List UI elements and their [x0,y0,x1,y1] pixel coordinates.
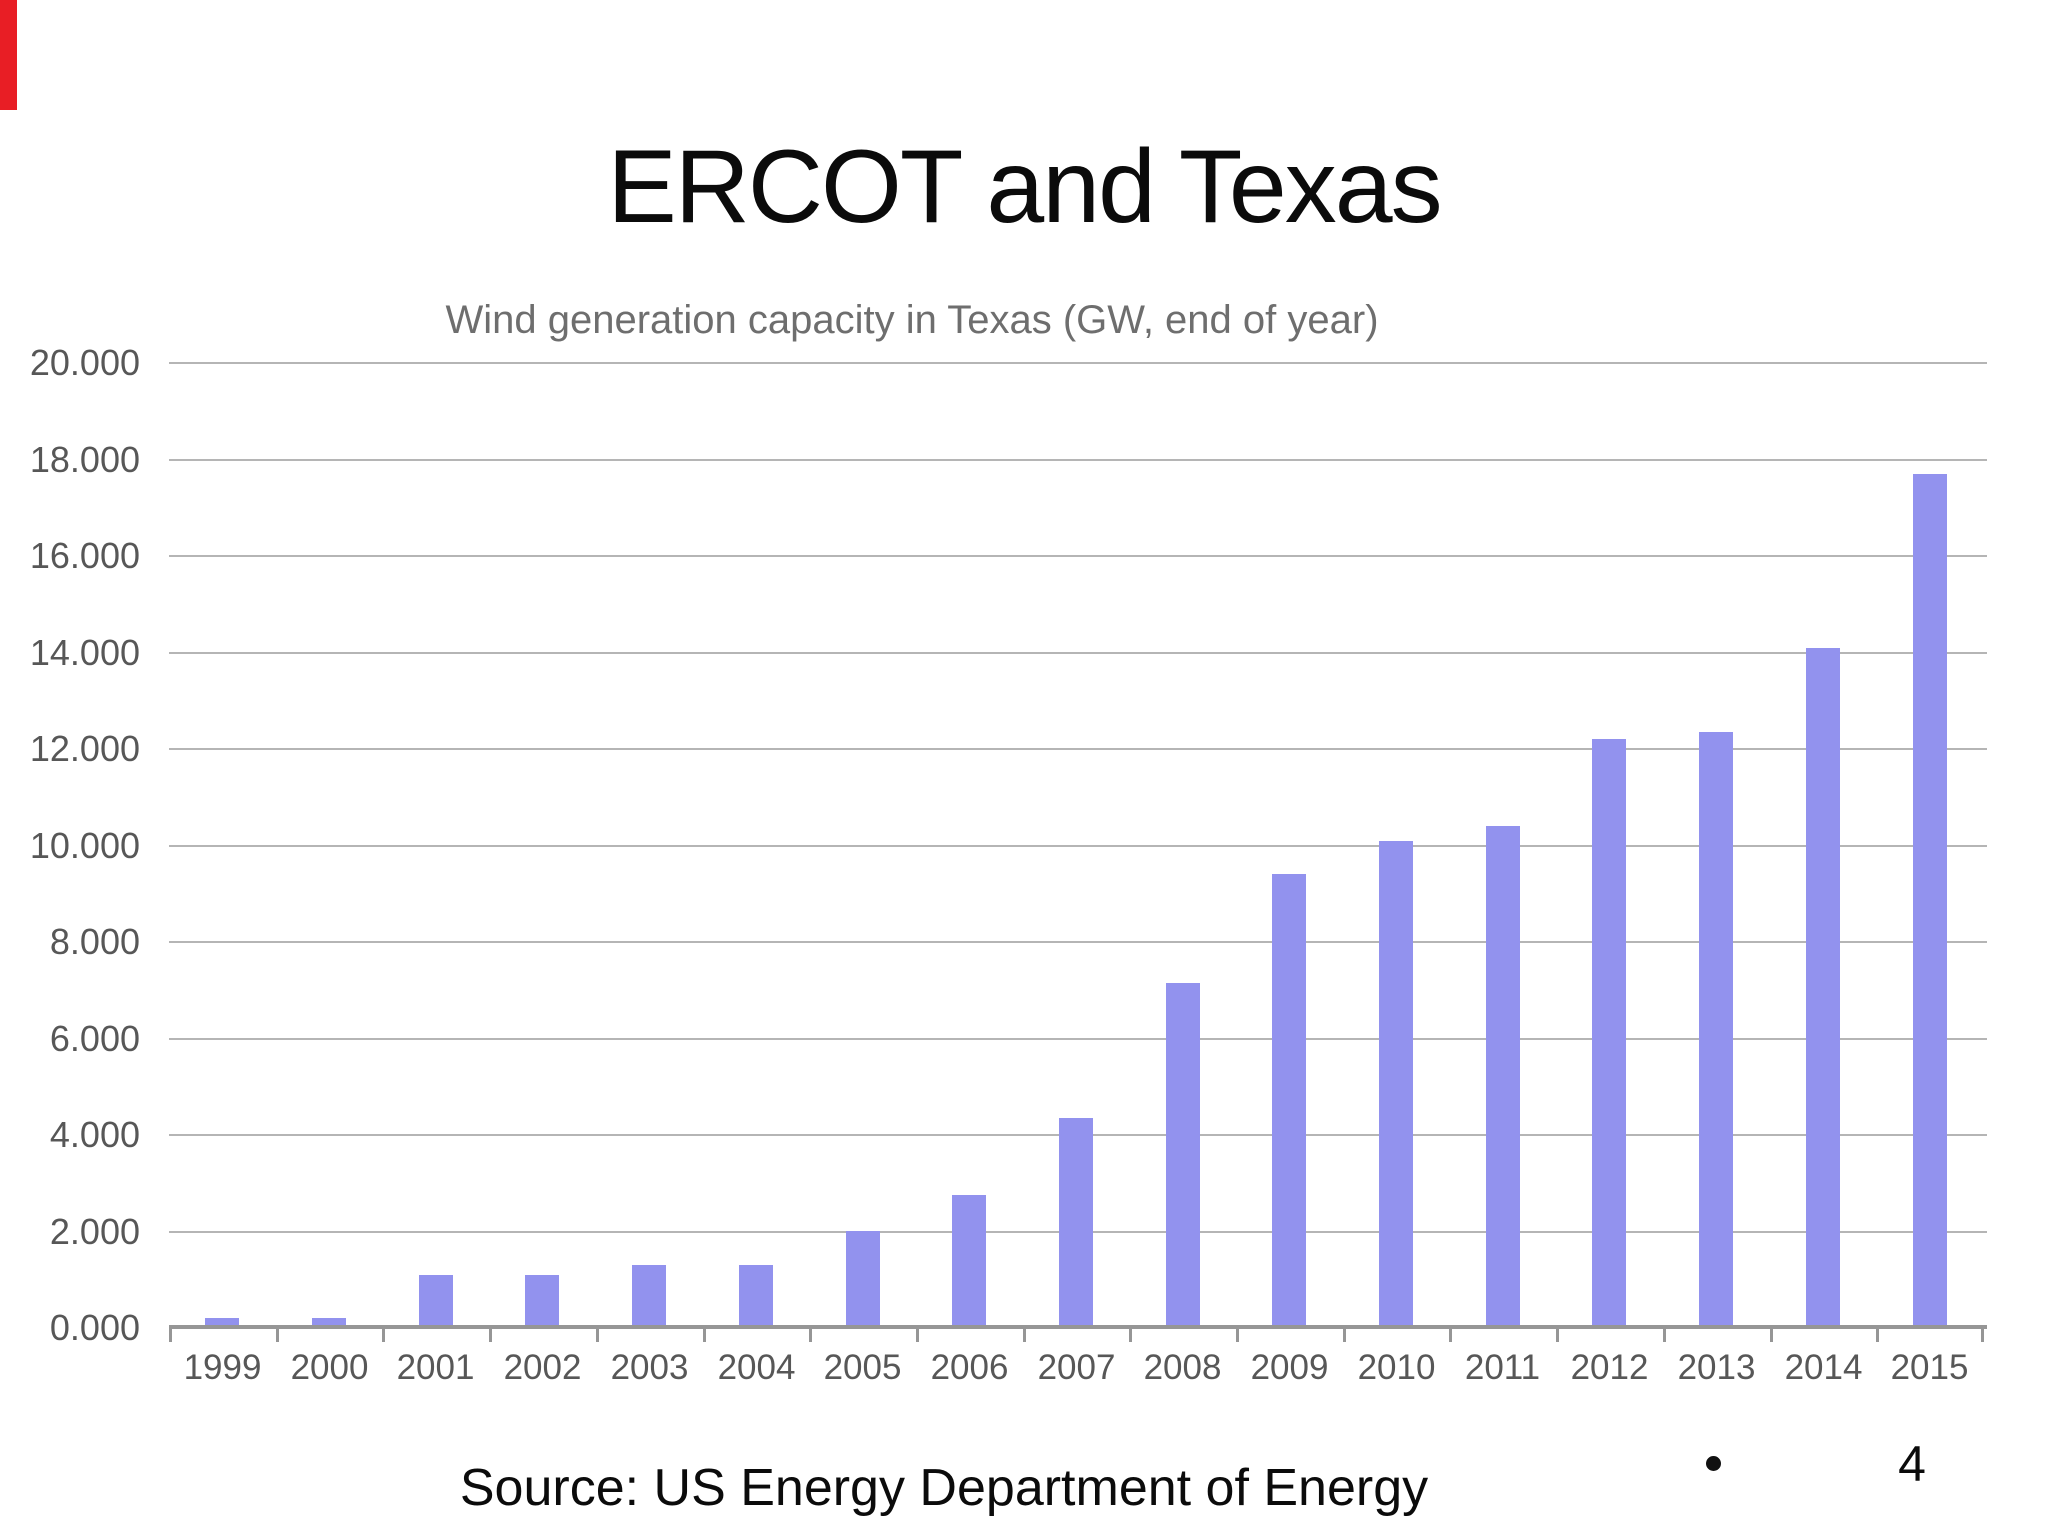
axis-tick [169,1328,172,1342]
y-axis-label: 2.000 [49,1211,140,1252]
bar-2006 [952,1195,986,1328]
source-text: Source: US Energy Department of Energy [459,1459,1429,1517]
red-marker [0,0,17,110]
y-axis-label: 20.000 [29,342,140,383]
bar-2002 [525,1275,559,1328]
bar-2004 [739,1265,773,1328]
gridline [169,652,1987,654]
bar-2003 [632,1265,666,1328]
x-axis-label: 2000 [290,1348,369,1387]
axis-tick [1770,1328,1773,1342]
x-axis-label: 2006 [930,1348,1009,1387]
bar-2012 [1592,739,1626,1328]
x-axis-label: 2007 [1037,1348,1116,1387]
slide-title: ERCOT and Texas [607,129,1442,245]
axis-tick [276,1328,279,1342]
gridline [169,845,1987,847]
axis-tick [916,1328,919,1342]
x-axis-line [169,1325,1987,1329]
x-axis-label: 2011 [1464,1348,1541,1387]
axis-tick [1023,1328,1026,1342]
y-axis-label: 10.000 [29,825,140,866]
bar-2000 [312,1318,346,1328]
gridline [169,555,1987,557]
axis-tick [1129,1328,1132,1342]
x-axis-label: 2009 [1250,1348,1329,1387]
x-axis-label: 2014 [1784,1348,1863,1387]
axis-tick [1236,1328,1239,1342]
y-axis-label: 0.000 [49,1307,140,1348]
gridline [169,1038,1987,1040]
y-axis-label: 4.000 [49,1114,140,1155]
bar-2001 [419,1275,453,1328]
y-axis-label: 8.000 [49,921,140,962]
x-axis-label: 2005 [823,1348,902,1387]
bar-2010 [1379,841,1413,1328]
bar-2009 [1272,874,1306,1328]
y-axis-label: 12.000 [29,728,140,769]
bar-2013 [1699,732,1733,1328]
x-axis-label: 2002 [503,1348,582,1387]
x-axis-label: 2013 [1677,1348,1756,1387]
axis-tick [809,1328,812,1342]
page-number: 4 [1898,1436,1926,1492]
gridline [169,362,1987,364]
bar-2007 [1059,1118,1093,1328]
axis-tick [489,1328,492,1342]
x-axis-label: 2008 [1143,1348,1222,1387]
x-axis-label: 2003 [610,1348,689,1387]
axis-tick [1876,1328,1879,1342]
x-axis-label: 2004 [717,1348,796,1387]
x-axis-label: 2001 [396,1348,475,1387]
plot-area: 20.000 18.000 16.000 14.000 12.000 10.000 8.00… [30,343,1987,1387]
bar-2008 [1166,983,1200,1328]
bar-2005 [846,1231,880,1328]
bar-2011 [1486,826,1520,1328]
bar-2015 [1913,474,1947,1328]
axis-tick [1449,1328,1452,1342]
axis-tick [703,1328,706,1342]
gridline [169,941,1987,943]
x-axis-label: 2012 [1570,1348,1649,1387]
y-axis-label: 18.000 [29,439,140,480]
x-axis-label: 2015 [1890,1348,1969,1387]
bullet-icon [1706,1456,1721,1471]
axis-tick [1556,1328,1559,1342]
x-axis-label: 1999 [183,1348,262,1387]
y-axis-label: 16.000 [29,535,140,576]
axis-tick [1343,1328,1346,1342]
bar-1999 [205,1318,239,1328]
axis-tick [1981,1328,1984,1342]
gridline [169,748,1987,750]
y-axis-label: 14.000 [29,632,140,673]
bar-2014 [1806,648,1840,1328]
y-axis-label: 6.000 [49,1018,140,1059]
axis-tick [596,1328,599,1342]
gridline [169,459,1987,461]
axis-tick [1663,1328,1666,1342]
axis-tick [382,1328,385,1342]
x-axis-label: 2010 [1357,1348,1436,1387]
chart-title: Wind generation capacity in Texas (GW, e… [445,298,1379,342]
